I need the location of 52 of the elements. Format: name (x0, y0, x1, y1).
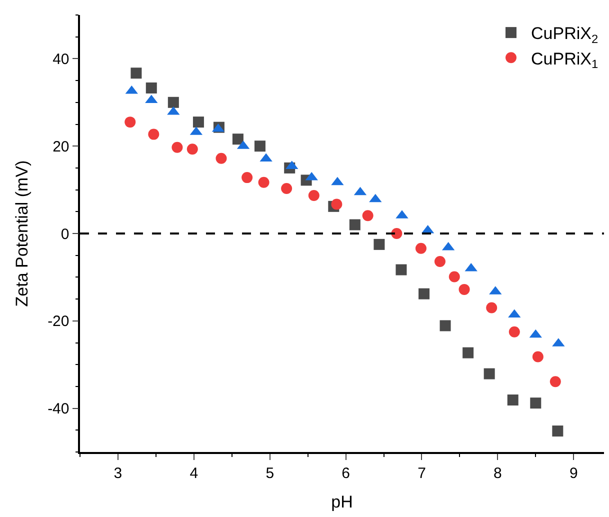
point (374, 238, 385, 250)
point (391, 228, 402, 239)
x-tick-label: 8 (494, 464, 502, 482)
point (507, 394, 518, 406)
point (462, 347, 474, 358)
point (148, 128, 160, 140)
point (192, 116, 204, 128)
point (418, 288, 430, 300)
point (440, 320, 451, 332)
point (448, 271, 460, 282)
point (530, 398, 542, 409)
point (216, 152, 227, 164)
x-tick-label: 5 (266, 464, 274, 482)
y-tick-label: -20 (48, 313, 70, 330)
x-tick-label: 3 (114, 464, 122, 482)
point (308, 190, 320, 201)
point (168, 96, 179, 108)
point (434, 256, 446, 267)
point (172, 142, 183, 153)
x-tick-label: 6 (342, 464, 350, 482)
point (508, 326, 520, 338)
point (415, 242, 426, 254)
point (532, 351, 544, 362)
point (281, 182, 292, 194)
point (349, 219, 360, 230)
point (550, 376, 561, 388)
point (186, 144, 198, 155)
x-axis-title: pH (331, 492, 353, 512)
legend-label: CuPRiX$_{2}$ (531, 24, 598, 46)
point (146, 82, 157, 94)
point (242, 172, 253, 184)
y-tick-label: -40 (48, 400, 70, 418)
point (331, 198, 342, 210)
y-tick-label: 20 (52, 138, 70, 156)
point (362, 210, 374, 222)
point (124, 116, 136, 128)
x-tick-label: 4 (190, 464, 198, 482)
point (486, 302, 498, 314)
x-tick-label: 7 (418, 464, 426, 482)
y-axis-title: Zeta Potential (mV) (12, 160, 32, 307)
y-tick-label: 40 (52, 50, 70, 68)
x-tick-label: 9 (569, 464, 578, 482)
point (458, 284, 470, 295)
point (396, 264, 407, 276)
y-tick-label: 0 (60, 226, 70, 243)
point (552, 426, 564, 437)
point (254, 140, 266, 152)
point (130, 68, 142, 79)
point (258, 176, 270, 188)
legend-label: CuPRiX$_{1}$ (531, 49, 598, 71)
point (232, 134, 244, 145)
point (484, 368, 495, 380)
